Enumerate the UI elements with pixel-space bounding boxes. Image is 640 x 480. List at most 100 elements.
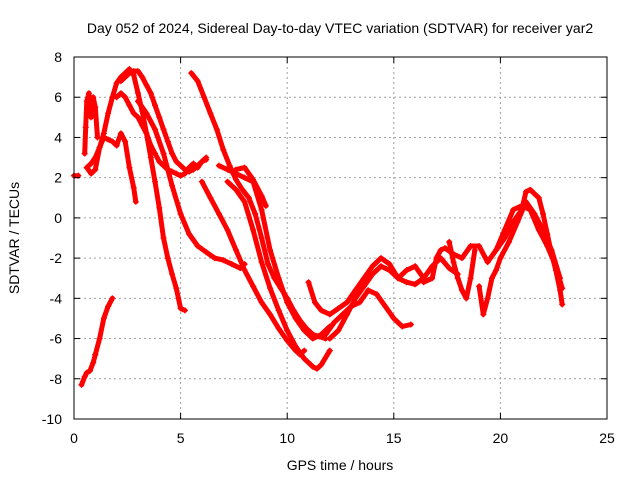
data-point xyxy=(92,166,99,173)
data-point xyxy=(203,249,210,256)
data-point xyxy=(186,230,193,237)
data-point xyxy=(224,178,231,185)
data-point xyxy=(476,243,483,250)
data-point xyxy=(122,138,129,145)
data-point xyxy=(190,160,197,167)
data-point xyxy=(122,94,129,101)
data-point xyxy=(301,347,308,354)
data-point xyxy=(501,235,508,241)
data-point xyxy=(258,259,265,266)
data-point xyxy=(454,275,461,282)
data-point xyxy=(250,283,257,290)
data-point xyxy=(258,299,265,306)
y-tick-label: -6 xyxy=(50,331,63,347)
data-point xyxy=(446,239,453,246)
data-point xyxy=(326,335,333,342)
data-point xyxy=(314,365,321,372)
data-point xyxy=(403,279,410,286)
data-point xyxy=(382,303,389,310)
data-point xyxy=(471,247,478,254)
data-point xyxy=(88,170,95,177)
data-point xyxy=(126,164,133,171)
data-point xyxy=(81,150,88,157)
data-point xyxy=(83,98,90,105)
data-point xyxy=(156,204,163,211)
data-point xyxy=(378,263,385,270)
x-axis-label: GPS time / hours xyxy=(287,457,394,473)
data-point xyxy=(233,186,240,193)
data-point xyxy=(441,245,448,252)
data-point xyxy=(292,347,299,354)
y-tick-label: 4 xyxy=(54,129,62,145)
data-point xyxy=(134,68,141,75)
data-point xyxy=(152,150,159,157)
data-point xyxy=(284,299,291,306)
data-point xyxy=(130,110,137,117)
data-point xyxy=(201,94,208,101)
data-point xyxy=(275,325,282,332)
y-tick-label: 6 xyxy=(54,89,62,105)
y-tick-label: 2 xyxy=(54,170,62,186)
data-point xyxy=(147,142,154,149)
data-point xyxy=(94,134,101,141)
data-point xyxy=(309,335,316,342)
data-point xyxy=(122,74,129,81)
data-point xyxy=(360,275,367,282)
data-point xyxy=(156,158,163,165)
data-point xyxy=(275,275,282,282)
series-track-13 xyxy=(199,179,307,358)
data-point xyxy=(83,369,90,376)
data-point xyxy=(467,243,474,250)
data-point xyxy=(82,124,89,131)
data-point xyxy=(100,315,107,322)
x-tick-label: 10 xyxy=(279,430,295,446)
data-point xyxy=(390,315,397,322)
data-point xyxy=(245,194,252,201)
data-point xyxy=(262,202,269,209)
data-point xyxy=(343,311,350,318)
data-point xyxy=(527,186,534,193)
data-point xyxy=(284,337,291,344)
data-point xyxy=(493,247,500,254)
data-point xyxy=(156,114,163,121)
data-point xyxy=(78,381,85,388)
x-tick-label: 15 xyxy=(386,430,402,446)
chart-title: Day 052 of 2024, Sidereal Day-to-day VTE… xyxy=(87,20,593,36)
data-point xyxy=(134,90,141,97)
data-point xyxy=(169,150,176,157)
data-point xyxy=(331,319,338,326)
data-point xyxy=(198,178,205,185)
data-point xyxy=(311,299,318,306)
data-point xyxy=(105,110,112,117)
data-point xyxy=(139,122,146,129)
data-point xyxy=(369,271,376,278)
data-point xyxy=(96,335,103,342)
data-point xyxy=(305,279,312,286)
data-point xyxy=(88,160,95,167)
y-tick-label: -4 xyxy=(50,290,63,306)
data-point xyxy=(239,186,246,193)
data-point xyxy=(559,301,566,308)
data-point xyxy=(335,327,342,334)
data-point xyxy=(152,102,159,109)
data-point xyxy=(352,287,359,294)
data-point xyxy=(360,283,367,290)
data-point xyxy=(233,247,240,254)
data-point xyxy=(177,162,184,169)
data-point xyxy=(152,178,159,185)
data-point xyxy=(356,299,363,306)
data-point xyxy=(96,144,103,151)
series-track-21 xyxy=(493,187,565,307)
data-point xyxy=(493,267,500,274)
data-point xyxy=(407,321,414,328)
data-point xyxy=(160,150,167,157)
data-point xyxy=(369,263,376,270)
data-point xyxy=(386,261,393,268)
series-track-6 xyxy=(84,66,188,313)
data-point xyxy=(215,162,222,169)
data-point xyxy=(267,311,274,318)
data-point xyxy=(497,255,504,262)
data-point xyxy=(386,267,393,274)
data-point xyxy=(548,251,555,258)
data-point xyxy=(100,130,107,137)
